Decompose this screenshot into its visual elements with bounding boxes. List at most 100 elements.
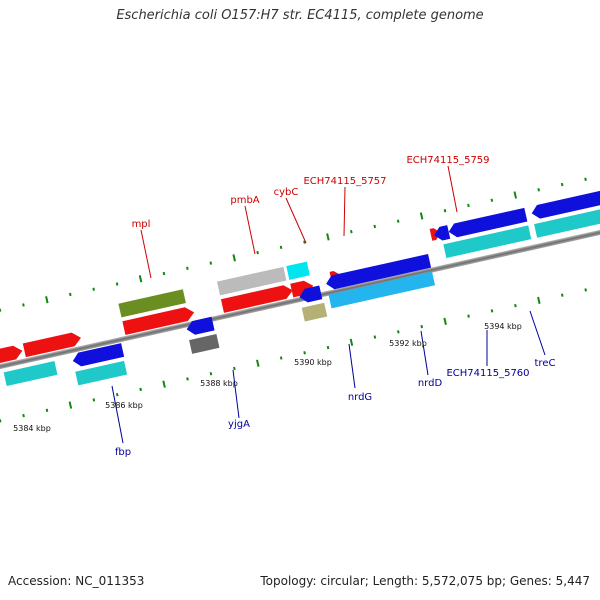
minor-tick bbox=[0, 308, 2, 312]
feature-nrdG-cds[interactable] bbox=[301, 302, 328, 322]
major-tick bbox=[256, 359, 260, 367]
minor-tick bbox=[22, 413, 25, 418]
minor-tick bbox=[490, 309, 494, 313]
tick-label: 5386 kbp bbox=[105, 401, 143, 410]
genome-backbone bbox=[0, 198, 600, 401]
feature-treC-cds[interactable] bbox=[443, 225, 532, 259]
feature-cds[interactable] bbox=[534, 203, 600, 238]
forward-gene-labels: mpl pmbA cybC ECH74115_5757 ECH74115_575… bbox=[132, 155, 490, 230]
major-tick bbox=[232, 254, 236, 262]
minor-tick bbox=[279, 245, 283, 250]
major-tick bbox=[68, 401, 73, 409]
major-tick bbox=[138, 275, 143, 283]
gene-arrow-ECH74115_5760[interactable] bbox=[433, 225, 451, 242]
gene-label-fbp[interactable]: fbp bbox=[115, 447, 131, 458]
gene-arrow-fbp[interactable] bbox=[71, 343, 125, 368]
minor-tick bbox=[233, 366, 236, 371]
minor-tick bbox=[115, 392, 119, 397]
feature-fbp-cds[interactable] bbox=[75, 360, 128, 386]
minor-tick bbox=[584, 288, 587, 292]
gene-label-treC[interactable]: treC bbox=[535, 358, 556, 369]
gene-arrow[interactable] bbox=[22, 331, 83, 358]
gene-arrow-mpl[interactable] bbox=[122, 306, 195, 335]
major-tick bbox=[419, 212, 424, 220]
feature-cds[interactable] bbox=[3, 361, 58, 387]
tick-label: 5390 kbp bbox=[294, 358, 332, 367]
reverse-gene-labels: fbp yjgA nrdG nrdD ECH74115_5760 treC bbox=[115, 358, 556, 458]
minor-tick bbox=[373, 224, 377, 229]
minor-tick bbox=[443, 209, 447, 213]
reverse-features bbox=[3, 185, 600, 387]
minor-tick bbox=[68, 292, 72, 297]
gene-label-ECH74115_5757[interactable]: ECH74115_5757 bbox=[303, 176, 386, 187]
minor-tick bbox=[467, 203, 470, 208]
major-tick bbox=[513, 191, 518, 199]
minor-tick bbox=[467, 314, 470, 318]
minor-tick bbox=[92, 287, 95, 291]
map-title: Escherichia coli O157:H7 str. EC4115, co… bbox=[116, 8, 484, 23]
major-tick bbox=[326, 233, 330, 241]
minor-tick bbox=[139, 387, 142, 392]
forward-tick-marks bbox=[0, 177, 587, 312]
gene-arrow-pmbA[interactable] bbox=[220, 284, 294, 313]
minor-tick bbox=[115, 282, 119, 286]
minor-tick bbox=[92, 398, 96, 402]
feature-cybC-cds[interactable] bbox=[286, 261, 310, 280]
minor-tick bbox=[0, 419, 2, 423]
minor-tick bbox=[45, 408, 49, 413]
gene-label-nrdG[interactable]: nrdG bbox=[348, 392, 372, 403]
minor-tick bbox=[537, 188, 541, 192]
gene-label-cybC[interactable]: cybC bbox=[274, 187, 299, 198]
major-tick bbox=[45, 296, 49, 304]
minor-tick bbox=[584, 177, 587, 181]
gene-label-yjgA[interactable]: yjgA bbox=[228, 419, 250, 430]
minor-tick bbox=[420, 324, 424, 329]
gene-label-nrdD[interactable]: nrdD bbox=[418, 378, 443, 389]
minor-tick bbox=[490, 198, 494, 202]
minor-tick bbox=[560, 182, 564, 187]
gene-label-ECH74115_5760[interactable]: ECH74115_5760 bbox=[446, 368, 529, 379]
feature-yjgA-cds[interactable] bbox=[189, 334, 220, 354]
genome-summary: Topology: circular; Length: 5,572,075 bp… bbox=[260, 574, 590, 588]
gene-arrow[interactable] bbox=[0, 344, 24, 366]
major-tick bbox=[349, 338, 354, 346]
minor-tick bbox=[209, 261, 213, 265]
minor-tick bbox=[373, 335, 377, 339]
minor-tick bbox=[397, 330, 400, 334]
minor-tick bbox=[22, 303, 25, 307]
minor-tick bbox=[396, 219, 400, 223]
tick-label: 5392 kbp bbox=[389, 339, 427, 348]
minor-tick bbox=[303, 351, 306, 355]
feature-mpl-cds[interactable] bbox=[118, 289, 186, 318]
feature-nrdD-cds[interactable] bbox=[328, 271, 436, 309]
gene-label-mpl[interactable]: mpl bbox=[132, 219, 151, 230]
major-tick bbox=[537, 296, 541, 305]
gene-label-pmbA[interactable]: pmbA bbox=[230, 195, 259, 206]
gene-arrow-nrdG[interactable] bbox=[298, 285, 323, 303]
gene-arrow-yjgA[interactable] bbox=[185, 316, 215, 337]
gene-arrow-treC[interactable] bbox=[447, 207, 528, 239]
minor-tick bbox=[514, 303, 517, 308]
label-leaders bbox=[111, 165, 546, 444]
reverse-tick-marks bbox=[0, 288, 587, 423]
minor-tick bbox=[326, 345, 330, 350]
accession-label: Accession: NC_011353 bbox=[8, 574, 145, 588]
minor-tick bbox=[350, 229, 353, 234]
minor-tick bbox=[162, 271, 166, 276]
tick-label: 5388 kbp bbox=[200, 379, 238, 388]
minor-tick bbox=[209, 372, 213, 376]
gene-label-ECH74115_5759[interactable]: ECH74115_5759 bbox=[406, 155, 489, 166]
minor-tick bbox=[279, 356, 283, 360]
minor-tick bbox=[560, 293, 564, 297]
gene-arrow-nrdD[interactable] bbox=[325, 253, 432, 291]
feature-pmbA-cds[interactable] bbox=[217, 266, 287, 296]
minor-tick bbox=[256, 250, 259, 255]
minor-tick bbox=[186, 266, 189, 270]
major-tick bbox=[443, 317, 447, 325]
minor-tick bbox=[186, 377, 189, 381]
forward-features bbox=[0, 228, 441, 366]
tick-label: 5384 kbp bbox=[13, 424, 51, 433]
tick-label: 5394 kbp bbox=[484, 322, 522, 331]
gene-arrow[interactable] bbox=[530, 185, 600, 220]
